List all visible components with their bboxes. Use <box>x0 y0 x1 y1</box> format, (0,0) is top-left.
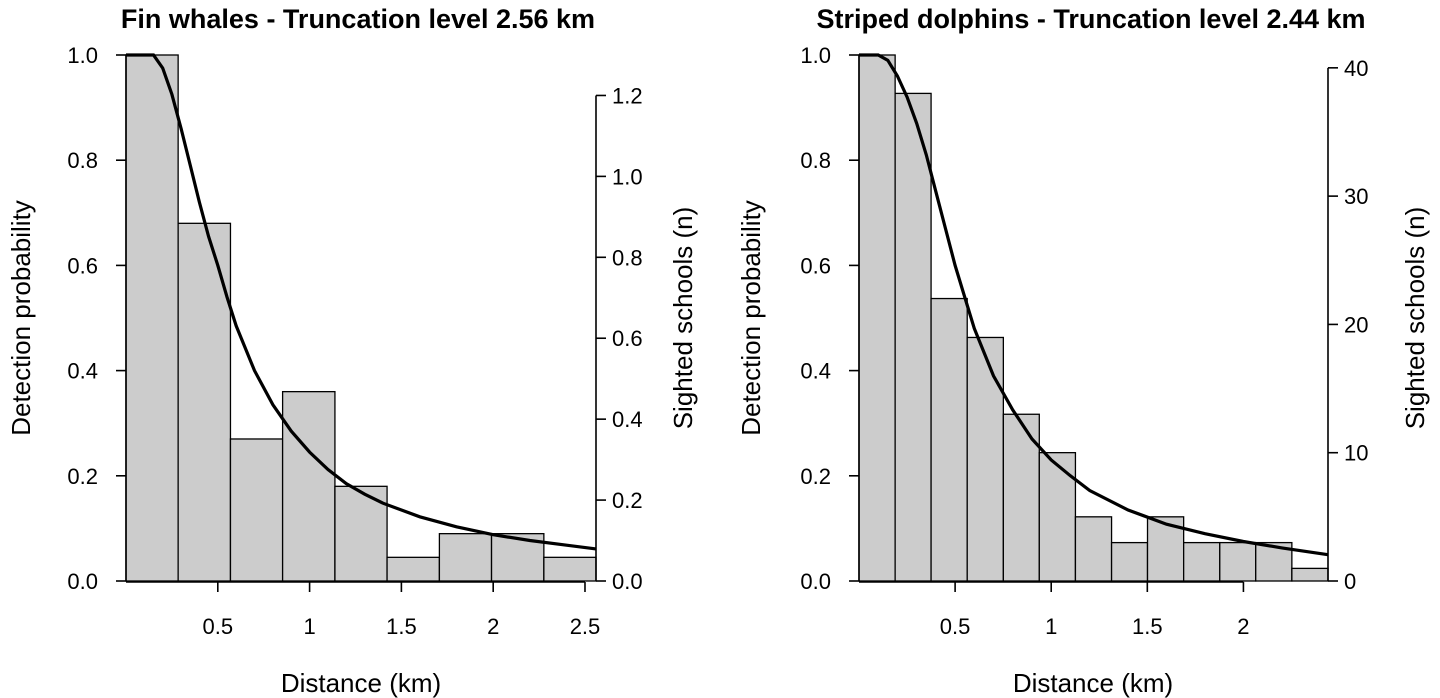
histogram-bars <box>125 54 597 582</box>
y-axis-label: Detection probability <box>6 200 36 436</box>
y-tick-label: 0.0 <box>67 569 98 594</box>
histogram-bar <box>858 54 896 582</box>
y2-tick-label: 1.2 <box>612 83 643 108</box>
y-tick-label: 0.8 <box>67 148 98 173</box>
y2-axis-label: Sighted schools (n) <box>668 207 698 430</box>
histogram-bar <box>930 297 968 582</box>
x-axis-label: Distance (km) <box>281 668 441 698</box>
y2-tick-label: 30 <box>1344 184 1368 209</box>
y2-tick-label: 40 <box>1344 56 1368 81</box>
x-axis-label: Distance (km) <box>1013 668 1173 698</box>
histogram-bar <box>1038 452 1077 582</box>
y2-tick-label: 0 <box>1344 569 1356 594</box>
y2-tick-label: 10 <box>1344 441 1368 466</box>
y-tick-label: 0.6 <box>67 253 98 278</box>
histogram-bar <box>966 336 1005 582</box>
y2-tick-label: 0.0 <box>612 569 643 594</box>
x-tick-label: 2 <box>487 614 499 639</box>
histogram-bars <box>858 54 1329 582</box>
fin-whales-panel: Fin whales - Truncation level 2.56 km 0.… <box>6 4 698 698</box>
histogram-bar <box>1182 541 1221 582</box>
histogram-bar <box>543 556 597 582</box>
histogram-bar <box>1110 541 1149 582</box>
x-tick-label: 0.5 <box>203 614 234 639</box>
y-tick-label: 0.2 <box>800 464 831 489</box>
detection-function-curve <box>859 53 1329 557</box>
histogram-bar <box>1219 541 1257 582</box>
histogram-bar <box>894 92 932 582</box>
x-tick-label: 1.5 <box>1132 614 1163 639</box>
y-tick-label: 0.4 <box>800 359 831 384</box>
x-tick-label: 1.5 <box>386 614 417 639</box>
y2-axis-label: Sighted schools (n) <box>1400 207 1430 430</box>
histogram-bar <box>1291 567 1329 582</box>
histogram-bar <box>386 556 441 582</box>
histogram-bar <box>438 533 493 582</box>
x-axis: 0.5 1 1.5 2 2.5 <box>126 581 601 639</box>
y2-tick-label: 0.4 <box>612 407 643 432</box>
y-tick-label: 0.8 <box>800 148 831 173</box>
chart-title: Striped dolphins - Truncation level 2.44… <box>816 4 1365 34</box>
histogram-bar <box>1074 516 1113 582</box>
y-tick-label: 1.0 <box>800 43 831 68</box>
y2-tick-label: 0.6 <box>612 326 643 351</box>
histogram-bar <box>281 390 336 582</box>
x-tick-label: 1 <box>303 614 315 639</box>
histogram-bar <box>229 438 284 582</box>
y2-tick-label: 20 <box>1344 312 1368 337</box>
detection-function-curve <box>126 53 597 551</box>
y-tick-label: 0.4 <box>67 359 98 384</box>
histogram-bar <box>125 54 179 582</box>
y-axis-left: 0.0 0.2 0.4 0.6 0.8 1.0 <box>67 43 127 594</box>
x-tick-label: 1 <box>1045 614 1057 639</box>
y-tick-label: 0.6 <box>800 253 831 278</box>
x-tick-label: 2.5 <box>570 614 601 639</box>
y-tick-label: 0.0 <box>800 569 831 594</box>
chart-title: Fin whales - Truncation level 2.56 km <box>121 4 595 34</box>
y2-tick-label: 0.8 <box>612 245 643 270</box>
x-axis: 0.5 1 1.5 2 <box>859 581 1250 639</box>
y2-tick-label: 0.2 <box>612 488 643 513</box>
y-axis-left: 0.0 0.2 0.4 0.6 0.8 1.0 <box>800 43 860 594</box>
x-tick-label: 0.5 <box>940 614 971 639</box>
y-axis-right: 0.0 0.2 0.4 0.6 0.8 1.0 1.2 <box>595 83 643 594</box>
y-tick-label: 1.0 <box>67 43 98 68</box>
y-axis-label: Detection probability <box>736 200 766 436</box>
striped-dolphins-panel: Striped dolphins - Truncation level 2.44… <box>736 4 1430 698</box>
y-tick-label: 0.2 <box>67 464 98 489</box>
y-axis-right: 0 10 20 30 40 <box>1327 56 1368 594</box>
y2-tick-label: 1.0 <box>612 164 643 189</box>
x-tick-label: 2 <box>1237 614 1249 639</box>
